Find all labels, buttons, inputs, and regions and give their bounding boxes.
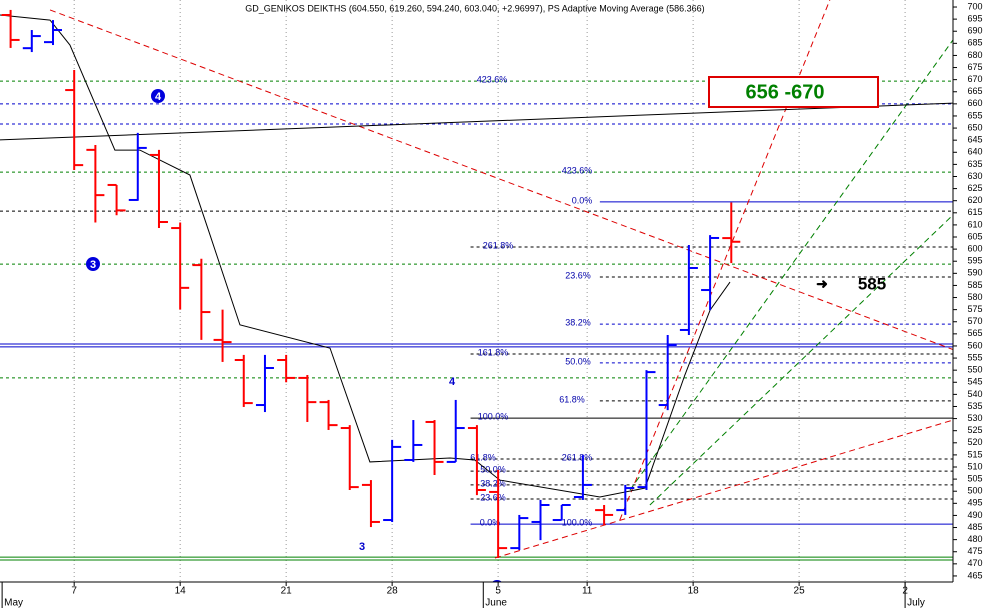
y-tick-label: 635 (967, 159, 982, 169)
y-tick-label: 575 (967, 304, 982, 314)
moving-average-line (0, 14, 731, 498)
wave-label: 3 (359, 541, 365, 553)
arrow-label: 585 (858, 274, 886, 293)
fib-label: 0.0% (572, 195, 593, 205)
y-tick-label: 535 (967, 401, 982, 411)
fib-label: 100.0% (562, 518, 593, 528)
month-label: June (485, 598, 507, 608)
x-tick-label: 11 (582, 586, 593, 597)
y-tick-label: 650 (967, 122, 982, 132)
y-tick-label: 665 (967, 86, 982, 96)
y-tick-label: 645 (967, 135, 982, 145)
y-tick-label: 590 (967, 268, 982, 278)
y-tick-label: 670 (967, 74, 982, 84)
y-tick-label: 685 (967, 38, 982, 48)
y-tick-label: 490 (967, 510, 982, 520)
fib-label: 38.2% (480, 478, 506, 488)
y-tick-label: 585 (967, 280, 982, 290)
fib-label: 261.8% (562, 452, 593, 462)
fib-label: 261.8% (483, 240, 514, 250)
month-label: May (4, 598, 23, 608)
y-tick-label: 515 (967, 449, 982, 459)
wave-label: 4 (155, 91, 162, 103)
fib-label: 423.6% (477, 74, 508, 84)
fib-label: 50.0% (480, 464, 506, 474)
y-tick-label: 530 (967, 413, 982, 423)
y-tick-label: 500 (967, 486, 982, 496)
wave-circle (86, 257, 100, 271)
y-tick-label: 600 (967, 243, 982, 253)
y-tick-label: 655 (967, 110, 982, 120)
y-tick-label: 680 (967, 50, 982, 60)
y-tick-label: 570 (967, 316, 982, 326)
trend-line (619, 0, 831, 521)
x-tick-label: 7 (71, 586, 77, 597)
trend-line (49, 9, 953, 351)
fib-label: 100.0% (478, 411, 509, 421)
target-label: 656 -670 (746, 81, 825, 103)
y-tick-label: 695 (967, 14, 982, 24)
y-tick-label: 630 (967, 171, 982, 181)
y-tick-label: 660 (967, 98, 982, 108)
x-tick-label: 14 (175, 586, 187, 597)
wave-label: 4 (449, 376, 456, 388)
y-tick-label: 565 (967, 328, 982, 338)
y-tick-label: 620 (967, 195, 982, 205)
y-tick-label: 550 (967, 365, 982, 375)
y-tick-label: 615 (967, 207, 982, 217)
fib-label: 38.2% (565, 318, 591, 328)
wave-label: 3 (90, 259, 96, 271)
month-label: July (907, 598, 925, 608)
y-tick-label: 560 (967, 340, 982, 350)
plot-area: 423.6%423.6%0.0%261.8%23.6%38.2%161.8%50… (0, 0, 953, 582)
y-tick-label: 580 (967, 292, 982, 302)
y-tick-label: 640 (967, 147, 982, 157)
x-tick-label: 18 (688, 586, 700, 597)
fib-label: 50.0% (565, 356, 591, 366)
fib-label: 23.6% (565, 270, 591, 280)
fib-label: 0.0% (480, 518, 501, 528)
y-tick-label: 690 (967, 26, 982, 36)
y-tick-label: 675 (967, 62, 982, 72)
y-tick-label: 540 (967, 389, 982, 399)
fib-label: 423.6% (562, 166, 593, 176)
target-box (708, 76, 879, 108)
fib-label: 61.8% (470, 452, 496, 462)
y-tick-label: 625 (967, 183, 982, 193)
y-tick-label: 595 (967, 256, 982, 266)
y-tick-label: 605 (967, 231, 982, 241)
y-tick-label: 495 (967, 498, 982, 508)
x-tick-label: 21 (281, 586, 293, 597)
fib-label: 61.8% (559, 394, 585, 404)
fib-label: 23.6% (480, 492, 506, 502)
y-tick-label: 510 (967, 461, 982, 471)
fib-label: 161.8% (478, 347, 509, 357)
y-tick-label: 480 (967, 534, 982, 544)
y-tick-label: 520 (967, 437, 982, 447)
y-tick-label: 525 (967, 425, 982, 435)
y-tick-label: 465 (967, 570, 982, 580)
y-tick-label: 700 (967, 1, 982, 11)
chart-title: GD_GENIKOS DEIKTHS (604.550, 619.260, 59… (245, 3, 704, 13)
trend-line (629, 39, 953, 491)
x-tick-label: 5 (495, 586, 501, 597)
long-average-line (0, 102, 953, 141)
y-tick-label: 610 (967, 219, 982, 229)
x-tick-label: 28 (387, 586, 399, 597)
y-tick-label: 555 (967, 352, 982, 362)
y-tick-label: 505 (967, 473, 982, 483)
y-tick-label: 485 (967, 522, 982, 532)
arrow-icon: ➜ (816, 276, 828, 292)
y-tick-label: 545 (967, 377, 982, 387)
y-tick-label: 475 (967, 546, 982, 556)
wave-circle (151, 89, 165, 103)
y-tick-label: 470 (967, 558, 982, 568)
x-tick-label: 25 (794, 586, 806, 597)
